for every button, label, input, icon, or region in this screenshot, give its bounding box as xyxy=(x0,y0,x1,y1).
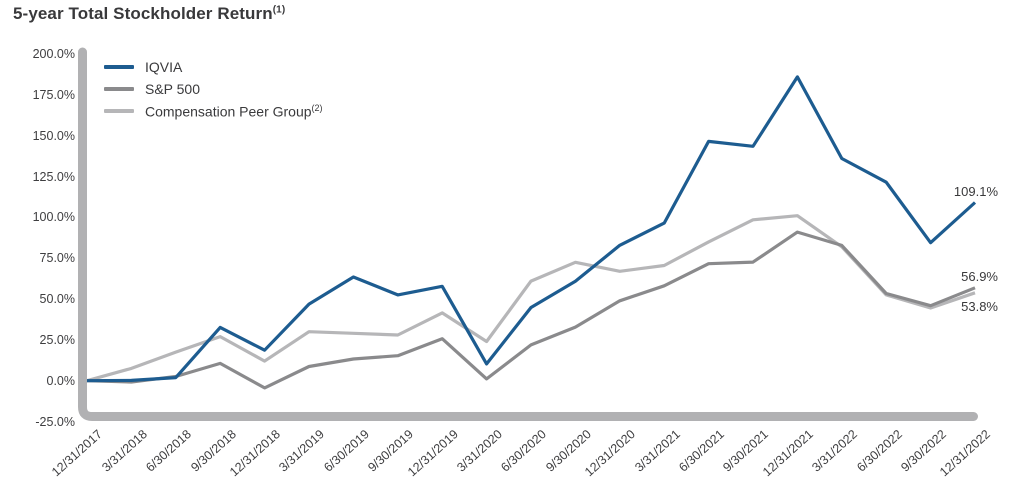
axis-frame xyxy=(78,47,978,421)
legend-line-swatch-iqvia xyxy=(104,65,134,69)
chart-title-footnote-marker: (1) xyxy=(272,4,286,16)
series-line-compensation-peer-group xyxy=(86,214,976,383)
y-tick-label: 50.0% xyxy=(39,292,75,307)
chart-title-text: 5-year Total Stockholder Return xyxy=(13,4,273,23)
y-tick-label: 75.0% xyxy=(39,251,75,266)
series-line-s-p-500 xyxy=(86,230,976,390)
y-tick-label: -25.0% xyxy=(35,414,75,429)
legend-item-iqvia: IQVIA xyxy=(104,56,323,78)
y-tick-label: 25.0% xyxy=(39,332,75,347)
legend-label-sp500: S&P 500 xyxy=(145,81,201,97)
series-line-iqvia xyxy=(86,75,977,383)
end-label-s-p-500: 56.9% xyxy=(961,268,998,284)
y-tick-label: 125.0% xyxy=(32,169,75,184)
legend-line-swatch-sp500 xyxy=(104,87,134,91)
y-tick-label: 0.0% xyxy=(46,373,76,388)
legend-label-peer-group: Compensation Peer Group(2) xyxy=(145,102,323,120)
chart-title: 5-year Total Stockholder Return(1) xyxy=(13,4,285,24)
legend-footnote-marker: (2) xyxy=(311,102,323,113)
legend-item-sp500: S&P 500 xyxy=(104,78,323,100)
end-label-iqvia: 109.1% xyxy=(953,183,998,199)
y-tick-label: 200.0% xyxy=(32,47,75,61)
legend-item-peer-group: Compensation Peer Group(2) xyxy=(104,100,323,122)
legend-label-iqvia: IQVIA xyxy=(145,59,183,75)
legend: IQVIA S&P 500 Compensation Peer Group(2) xyxy=(104,56,323,122)
y-tick-label: 150.0% xyxy=(32,128,75,143)
y-tick-label: 100.0% xyxy=(32,210,75,225)
legend-line-swatch-peer-group xyxy=(104,109,134,113)
y-tick-label: 175.0% xyxy=(32,87,75,102)
end-label-compensation-peer-group: 53.8% xyxy=(961,298,998,314)
